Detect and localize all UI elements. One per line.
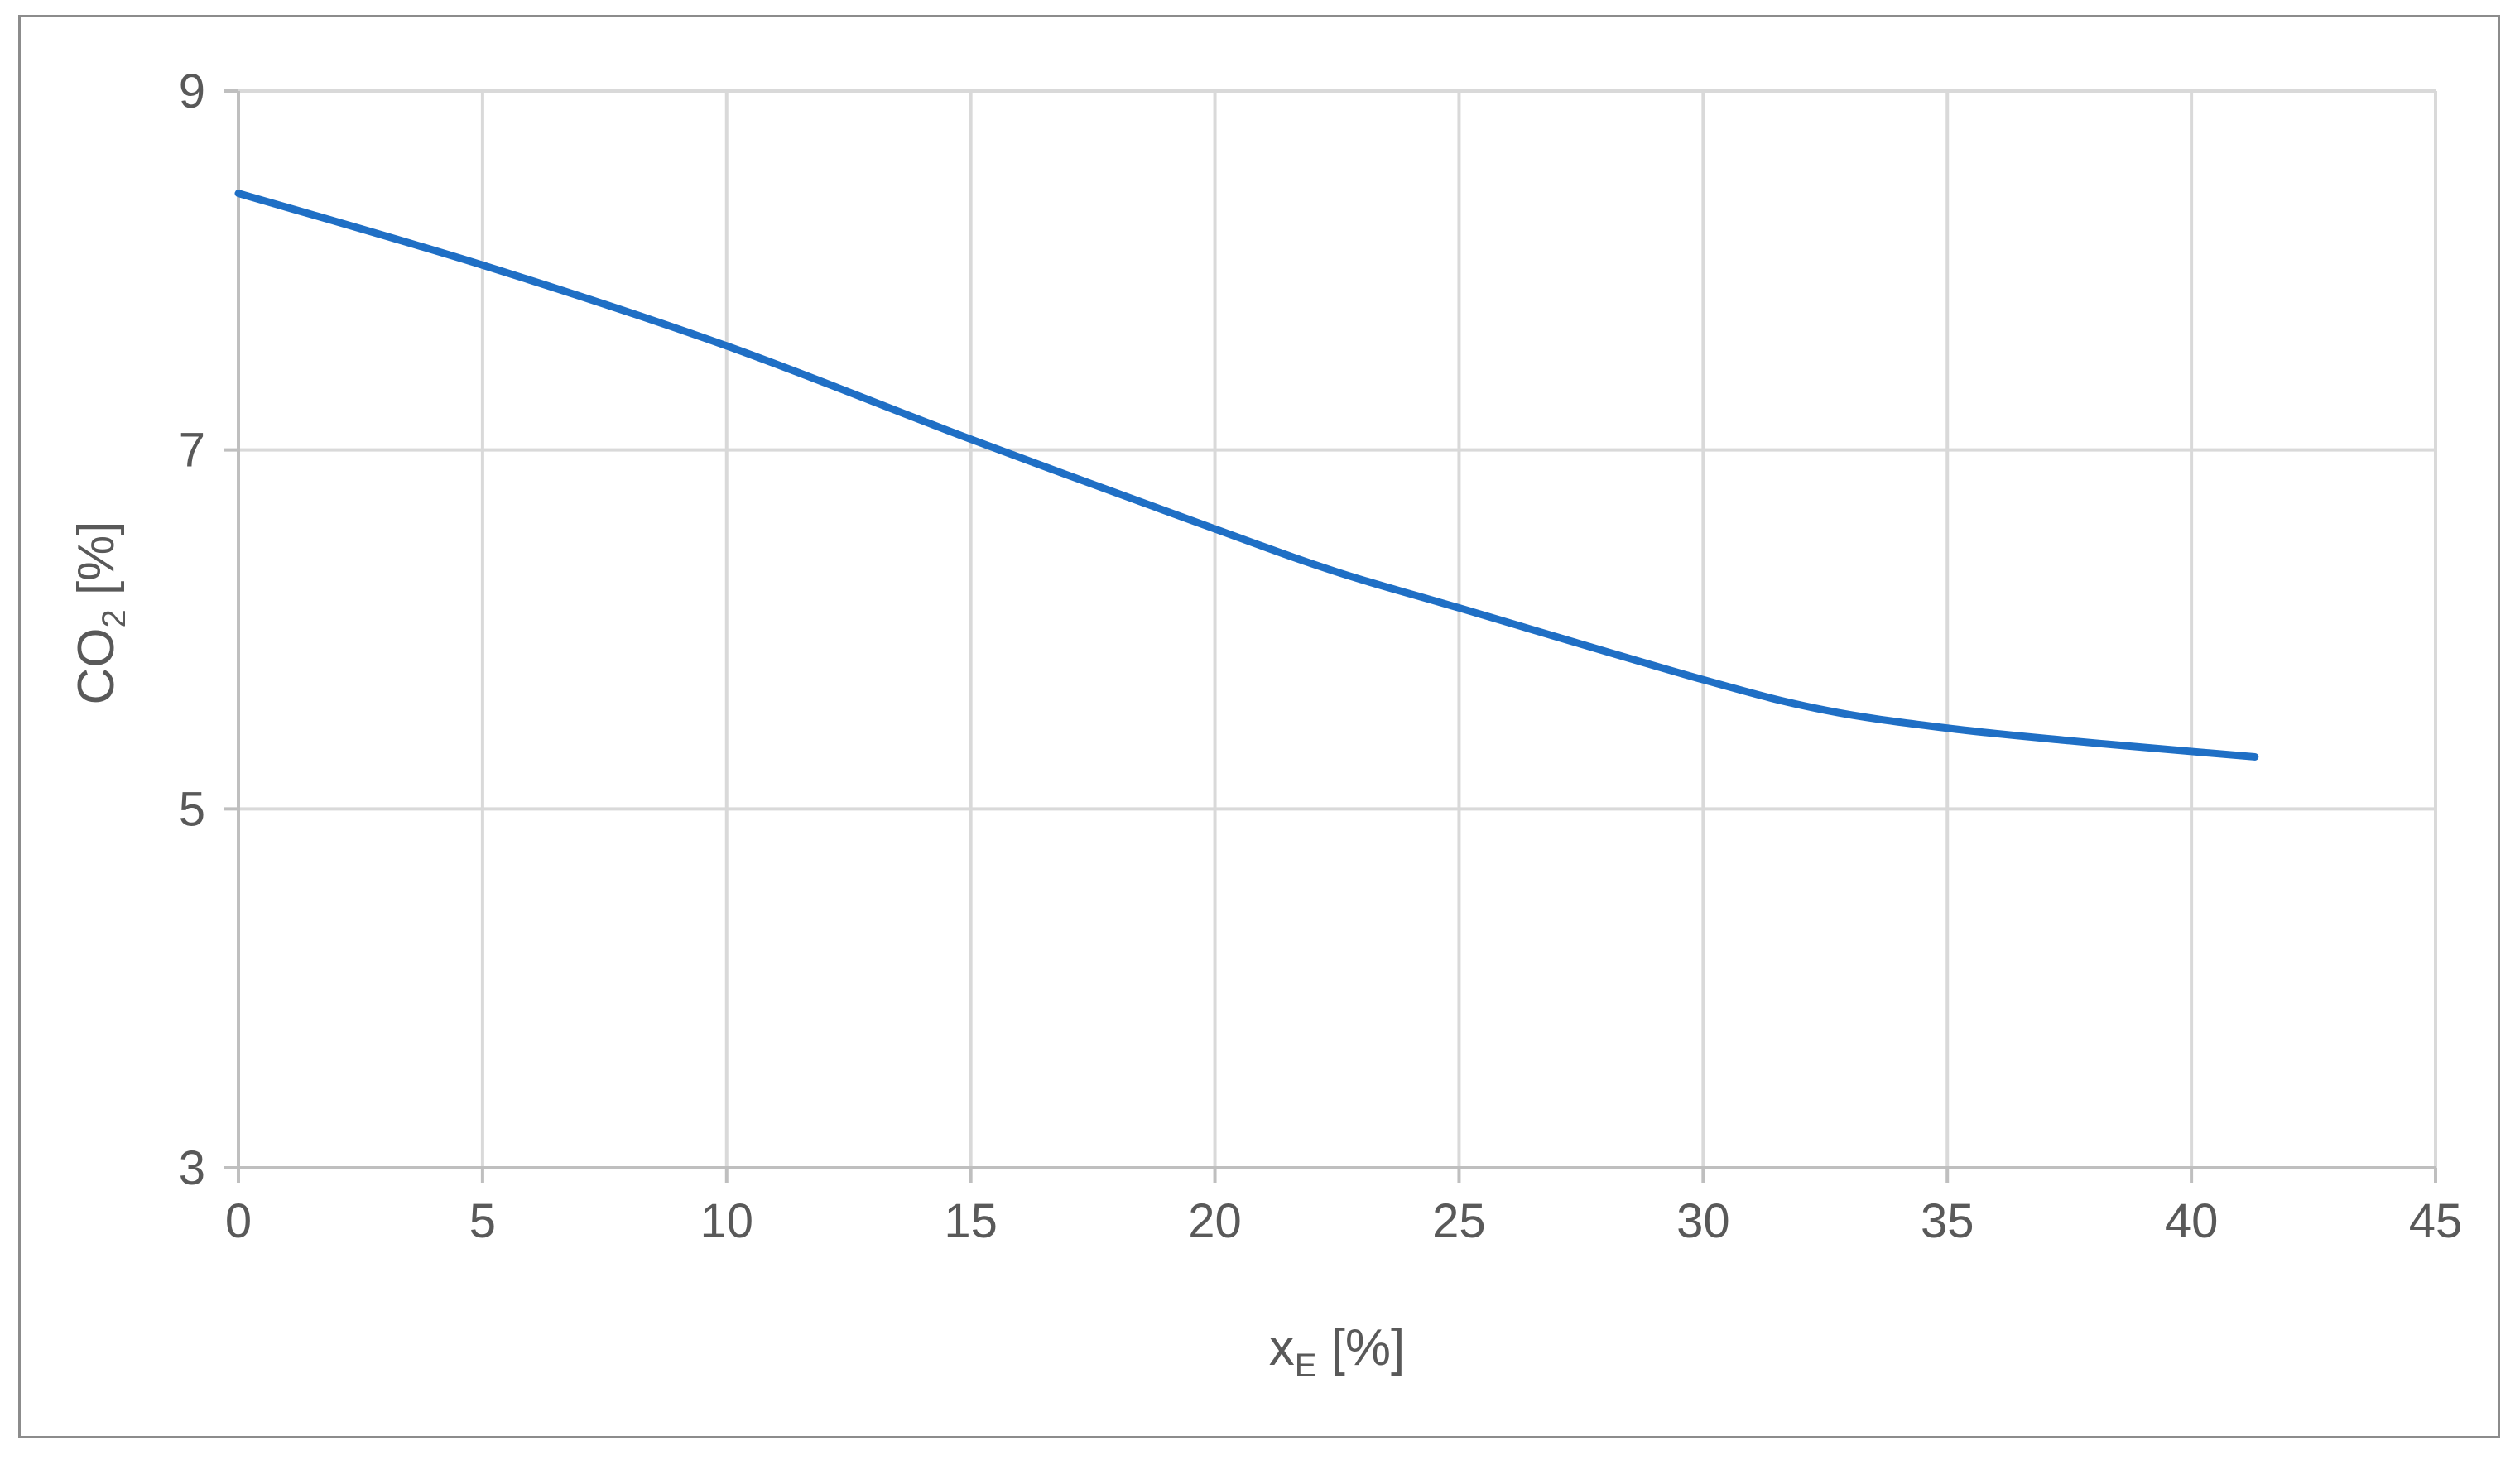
y-tick-label: 7 [179,424,205,478]
axes [224,89,2437,1183]
chart-frame: 0 5 10 15 20 25 30 35 40 45 3 5 7 9 xE [%] CO2 [%] [18,15,2500,1438]
x-tick-label: 20 [1188,1194,1242,1248]
x-axis-title-unit: [%] [1316,1319,1405,1376]
x-axis-title-subscript: E [1295,1347,1317,1384]
x-tick-label: 45 [2409,1194,2463,1248]
y-tick-label: 9 [179,65,205,118]
x-tick-label: 25 [1432,1194,1486,1248]
gridlines [238,89,2437,1168]
x-tick-label: 10 [700,1194,754,1248]
y-axis-title-unit: [%] [68,521,125,609]
x-axis-title: xE [%] [1269,1319,1406,1384]
x-tick-label: 30 [1676,1194,1730,1248]
y-axis-title: CO2 [%] [68,521,132,704]
series-layer [234,190,2259,761]
y-axis-title-main: CO [68,628,125,705]
x-axis-title-main: x [1269,1319,1295,1376]
x-tick-label: 35 [1921,1194,1974,1248]
series-line [234,190,2259,761]
x-tick-label: 15 [944,1194,998,1248]
y-tick-label: 3 [179,1141,205,1195]
x-tick-label: 40 [2165,1194,2219,1248]
y-tick-label: 5 [179,782,205,836]
x-tick-label: 0 [225,1194,252,1248]
y-axis-title-subscript: 2 [96,609,132,627]
x-tick-label: 5 [469,1194,496,1248]
